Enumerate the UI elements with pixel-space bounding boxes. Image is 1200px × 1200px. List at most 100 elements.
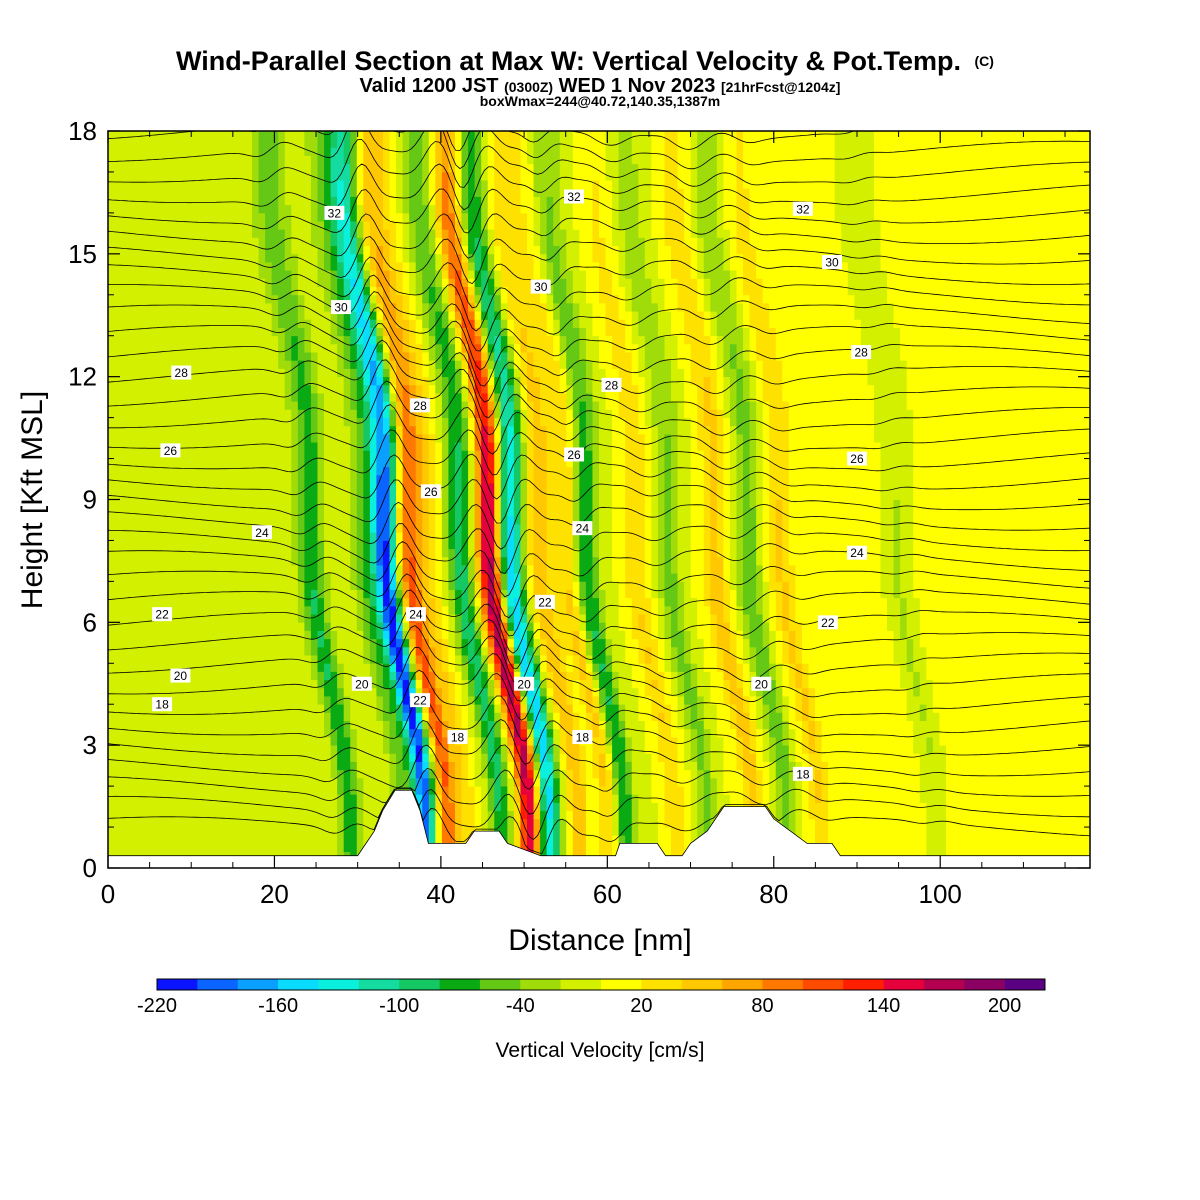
field-cell — [638, 703, 652, 713]
field-cell — [468, 752, 476, 762]
field-cell — [540, 679, 548, 689]
field-cell — [363, 802, 397, 812]
field-cell — [415, 482, 423, 492]
field-cell — [428, 834, 436, 844]
field-cell — [697, 810, 705, 820]
field-cell — [723, 499, 731, 509]
field-cell — [409, 204, 430, 214]
field-cell — [690, 499, 705, 509]
field-cell — [310, 384, 318, 394]
field-cell — [356, 499, 364, 509]
field-cell — [736, 400, 750, 410]
field-cell — [736, 572, 744, 582]
field-cell — [769, 621, 777, 631]
field-cell — [108, 523, 292, 533]
field-cell — [690, 449, 705, 459]
field-cell — [507, 802, 515, 812]
field-cell — [291, 245, 318, 255]
field-cell — [428, 621, 436, 631]
field-cell — [369, 228, 390, 238]
field-cell — [893, 572, 901, 582]
field-cell — [500, 630, 508, 640]
field-cell — [474, 278, 482, 287]
field-cell — [382, 662, 390, 672]
field-cell — [526, 687, 534, 697]
field-cell — [356, 294, 364, 304]
field-cell — [769, 310, 855, 320]
field-cell — [284, 327, 305, 337]
field-cell — [729, 400, 737, 410]
field-cell — [461, 310, 469, 320]
field-cell — [723, 335, 744, 345]
field-cell — [324, 499, 351, 509]
field-cell — [657, 752, 678, 762]
field-cell — [880, 261, 1090, 271]
field-cell — [631, 630, 652, 640]
field-cell — [409, 417, 417, 427]
field-cell — [389, 597, 397, 607]
field-cell — [618, 368, 633, 378]
field-cell — [350, 777, 358, 787]
field-cell — [350, 318, 358, 328]
field-cell — [363, 253, 371, 263]
field-cell — [756, 359, 764, 369]
field-cell — [572, 695, 580, 705]
field-cell — [454, 335, 462, 345]
field-cell — [736, 425, 750, 435]
field-cell — [788, 523, 881, 533]
field-cell — [585, 810, 600, 820]
field-cell — [330, 621, 358, 631]
field-cell — [409, 376, 417, 386]
field-cell — [533, 253, 541, 263]
field-cell — [474, 474, 482, 484]
field-cell — [671, 728, 685, 738]
field-cell — [625, 712, 639, 721]
field-cell — [448, 548, 456, 558]
field-cell — [599, 728, 606, 738]
field-cell — [389, 474, 397, 484]
field-cell — [454, 204, 462, 214]
field-cell — [782, 712, 790, 721]
field-cell — [716, 720, 731, 730]
field-cell — [638, 196, 652, 206]
field-cell — [703, 597, 711, 607]
field-cell — [108, 834, 338, 844]
field-cell — [723, 359, 731, 369]
field-cell — [409, 228, 417, 238]
field-cell — [487, 572, 495, 582]
field-cell — [428, 212, 436, 222]
field-cell — [520, 343, 528, 353]
field-cell — [795, 761, 803, 771]
field-cell — [880, 245, 1090, 255]
field-cell — [756, 761, 770, 771]
field-cell — [291, 548, 299, 558]
field-cell — [317, 204, 325, 214]
field-cell — [605, 318, 626, 328]
field-cell — [258, 245, 266, 255]
field-cell — [612, 728, 620, 738]
field-cell — [592, 499, 600, 509]
field-cell — [710, 335, 718, 345]
field-cell — [572, 368, 587, 378]
field-cell — [507, 613, 515, 623]
field-cell — [402, 425, 417, 435]
field-cell — [756, 654, 770, 664]
field-cell — [526, 548, 534, 558]
field-cell — [474, 302, 482, 312]
field-cell — [762, 392, 783, 402]
field-cell — [756, 744, 764, 754]
field-cell — [526, 810, 534, 820]
field-cell — [435, 761, 443, 771]
field-cell — [402, 458, 417, 468]
field-cell — [363, 359, 371, 369]
field-cell — [736, 646, 744, 656]
field-cell — [736, 712, 750, 721]
field-cell — [317, 540, 325, 550]
field-cell — [435, 294, 443, 304]
field-cell — [644, 343, 665, 353]
field-cell — [513, 490, 521, 500]
field-cell — [873, 409, 914, 419]
field-cell — [664, 204, 685, 214]
field-cell — [435, 343, 443, 353]
field-cell — [664, 564, 672, 574]
